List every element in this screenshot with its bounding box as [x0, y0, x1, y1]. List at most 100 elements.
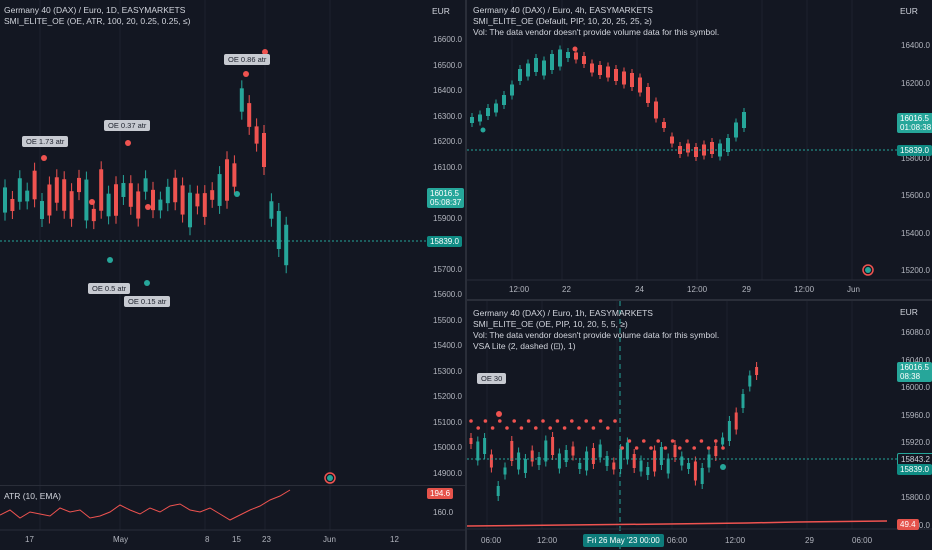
candle-body: [646, 467, 650, 475]
br-legend-indicator: SMI_ELITE_OE (OE, PIP, 10, 20, 5, 5, ≥): [473, 319, 628, 329]
tr-legend-vol: Vol: The data vendor doesn't provide vol…: [473, 27, 720, 37]
crosshair-time-badge: Fri 26 May '23 00:00: [583, 534, 664, 547]
candle-body: [195, 193, 200, 207]
br-time-tick: 12:00: [537, 536, 558, 545]
atr-legend: ATR (10, EMA): [4, 491, 61, 501]
vsa-dot: [685, 439, 689, 443]
candle-body: [510, 84, 514, 96]
candle-body: [232, 163, 237, 187]
candle-body: [673, 445, 677, 457]
candle-body: [151, 189, 155, 211]
marker-dot: [865, 267, 871, 273]
candle-body: [632, 454, 636, 468]
candle-body: [526, 63, 530, 77]
candle-body: [542, 60, 546, 76]
left-price-tick: 14900.0: [433, 468, 462, 478]
candle-body: [557, 453, 561, 469]
candle-body: [494, 103, 498, 113]
candle-body: [121, 183, 126, 197]
candle-body: [165, 186, 170, 204]
vsa-dot: [678, 446, 682, 450]
vsa-dot: [512, 419, 516, 423]
left-legend-symbol: Germany 40 (DAX) / Euro, 1D, EASYMARKETS: [4, 5, 186, 15]
candle-body: [585, 451, 589, 471]
candle-body: [582, 56, 586, 64]
left-time-tick: May: [113, 535, 129, 544]
atr-line: [0, 489, 291, 521]
candle-body: [114, 184, 118, 216]
candle-body: [502, 95, 506, 105]
candle-body: [558, 49, 562, 67]
tr-chart-svg[interactable]: [467, 0, 932, 299]
vertical-pane-divider[interactable]: [465, 0, 467, 550]
candle-body: [84, 179, 89, 221]
candle-body: [566, 52, 570, 58]
tr-time-tick: 12:00: [687, 285, 708, 294]
left-time-tick: 8: [205, 535, 210, 544]
candle-body: [700, 468, 704, 484]
left-chart-svg[interactable]: [0, 0, 465, 550]
horizontal-pane-divider[interactable]: [467, 299, 932, 301]
candle-body: [3, 187, 7, 213]
vsa-dot: [706, 446, 711, 450]
candle-body: [469, 438, 473, 444]
candle-body: [173, 177, 178, 203]
br-currency-label: EUR: [900, 307, 918, 317]
candle-body: [99, 169, 104, 211]
tr-countdown: 01:08:38: [900, 123, 932, 132]
candle-body: [496, 486, 500, 496]
candle-body: [25, 190, 30, 202]
vsa-dot: [692, 446, 696, 450]
tr-price-tick: 16400.0: [901, 41, 930, 50]
candle-body: [670, 136, 674, 144]
signal-dot: [496, 411, 502, 417]
vsa-dot: [570, 419, 574, 423]
atr-value-tag: 194.6: [427, 488, 454, 499]
left-chart-pane[interactable]: Germany 40 (DAX) / Euro, 1D, EASYMARKETS…: [0, 0, 465, 550]
br-legend-vol: Vol: The data vendor doesn't provide vol…: [473, 330, 720, 340]
left-price-tick: 16100.0: [433, 162, 462, 172]
br-last-price: 16016.5: [900, 363, 929, 372]
left-level-price-tag: 15839.0: [427, 236, 462, 247]
candle-body: [54, 177, 59, 203]
candle-body: [686, 143, 690, 153]
left-price-tick: 15200.0: [433, 392, 462, 401]
candle-body: [606, 66, 610, 78]
bottom-right-chart-pane[interactable]: Germany 40 (DAX) / Euro, 1h, EASYMARKETS…: [467, 301, 932, 550]
br-legend: Germany 40 (DAX) / Euro, 1h, EASYMARKETS…: [473, 308, 719, 352]
br-chart-svg[interactable]: [467, 301, 932, 550]
candle-body: [489, 454, 493, 468]
candle-body: [742, 112, 746, 128]
vsa-dot: [598, 419, 603, 423]
vsa-dot: [649, 446, 653, 450]
candle-body: [638, 77, 642, 93]
tr-level-price-tag: 15839.0: [897, 145, 932, 156]
candle-body: [40, 201, 44, 219]
candle-body: [687, 463, 691, 469]
vsa-dot: [606, 426, 610, 430]
vsa-dot: [613, 419, 617, 423]
candle-body: [210, 190, 215, 200]
candle-body: [694, 147, 698, 157]
candle-body: [470, 117, 474, 123]
br-last-price-tag: 16016.5 08:38: [897, 362, 932, 382]
left-last-price-tag: 16016.5 05:08:37: [427, 188, 465, 208]
br-time-tick: 29: [805, 536, 814, 545]
tr-price-tick: 16200.0: [901, 78, 930, 88]
candle-body: [614, 69, 618, 81]
signal-dot: [125, 140, 131, 146]
br-legend-symbol: Germany 40 (DAX) / Euro, 1h, EASYMARKETS: [473, 308, 653, 318]
candle-body: [646, 87, 650, 103]
top-right-chart-pane[interactable]: Germany 40 (DAX) / Euro, 4h, EASYMARKETS…: [467, 0, 932, 299]
annotation-oe-1-73: OE 1.73 atr: [22, 136, 69, 147]
left-last-price: 16016.5: [430, 189, 459, 198]
tr-price-tick: 15800.0: [901, 153, 930, 163]
left-legend-indicator: SMI_ELITE_OE (OE, ATR, 100, 20, 0.25, 0.…: [4, 16, 191, 26]
left-atr-divider[interactable]: [0, 485, 465, 486]
candle-body: [510, 441, 514, 461]
signal-dot: [145, 204, 151, 210]
signal-dot: [480, 127, 486, 133]
candle-body: [143, 178, 148, 192]
candle-body: [653, 450, 657, 472]
candle-body: [551, 437, 555, 455]
